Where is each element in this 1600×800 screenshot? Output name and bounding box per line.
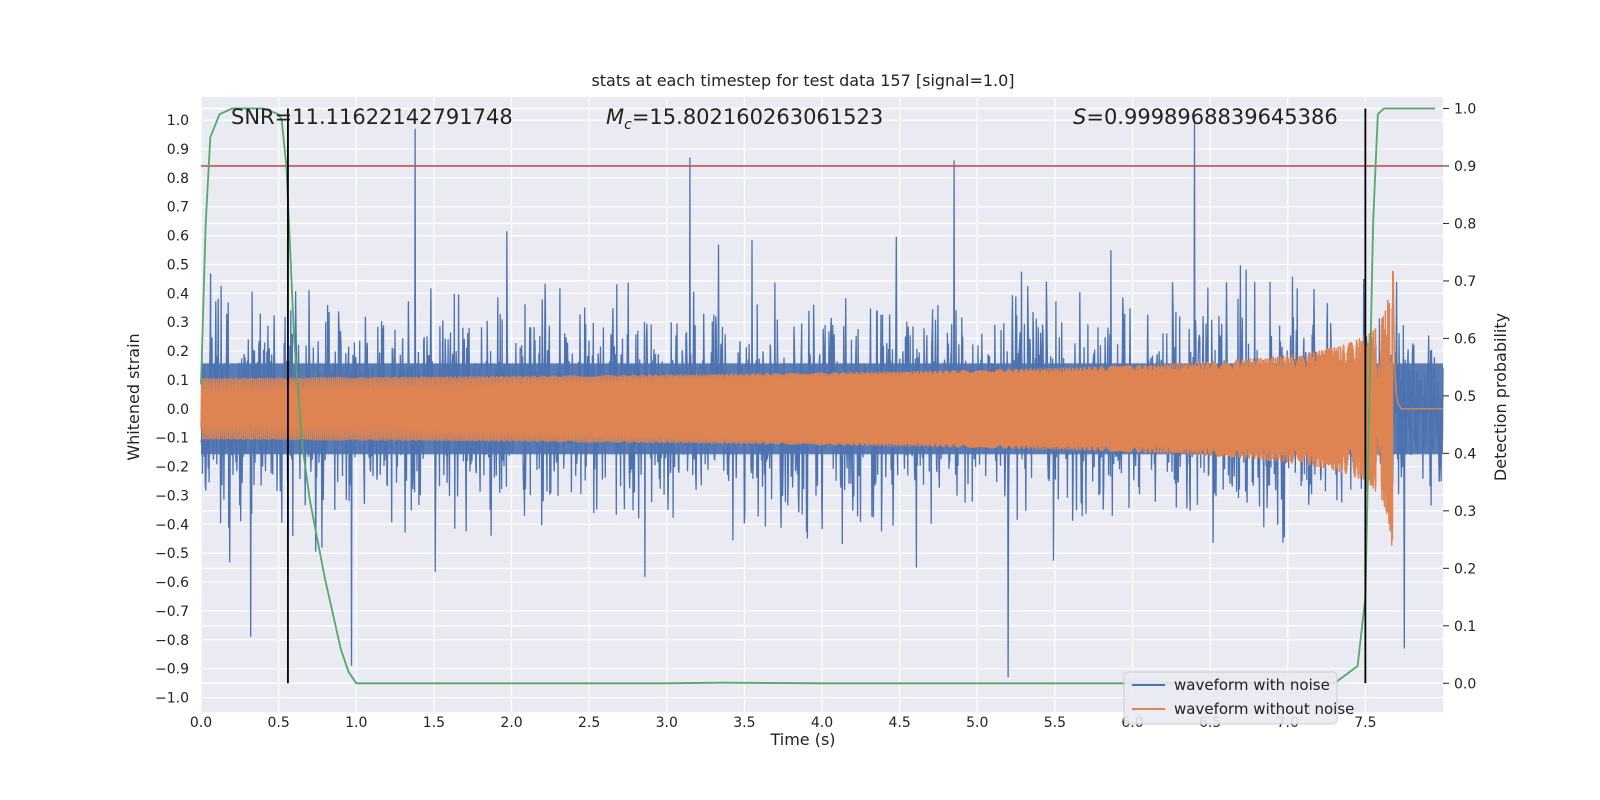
y-left-tick-label: 1.0 [167, 113, 189, 129]
x-tick-label: 2.5 [578, 715, 600, 731]
y-left-tick-label: 0.9 [167, 142, 189, 158]
y-left-tick-label: −0.4 [155, 517, 189, 533]
y-left-tick-label: −0.7 [155, 604, 189, 620]
y-right-tick-label: 0.7 [1454, 274, 1476, 290]
x-tick-label: 3.5 [733, 715, 755, 731]
legend-label-noise: waveform with noise [1174, 676, 1330, 694]
y-left-tick-label: −0.8 [155, 633, 189, 649]
y-left-tick-label: 0.7 [167, 200, 189, 216]
y-left-tick-label: −0.9 [155, 662, 189, 678]
y-axis-left-label: Whitened strain [124, 333, 143, 460]
x-tick-label: 4.0 [811, 715, 833, 731]
y-axis-right-ticks: 1.0 0.9 0.8 0.7 0.6 0.5 0.4 0.3 0.2 0.1 0.0 [1443, 101, 1476, 692]
y-left-tick-label: 0.4 [167, 286, 189, 302]
x-tick-label: 5.5 [1044, 715, 1066, 731]
y-right-tick-label: 0.1 [1454, 619, 1476, 635]
snr-annotation: SNR=11.11622142791748 [231, 105, 513, 129]
y-right-tick-label: 0.6 [1454, 331, 1476, 347]
series-waveform-without-noise [200, 270, 1443, 546]
chirp-waveform-path [200, 270, 1443, 546]
x-tick-label: 5.0 [966, 715, 988, 731]
y-left-tick-label: 0.6 [167, 229, 189, 245]
y-axis-right-label: Detection probability [1491, 313, 1510, 481]
x-tick-label: 1.5 [423, 715, 445, 731]
legend: waveform with noise waveform without noi… [1123, 671, 1354, 725]
y-right-tick-label: 0.2 [1454, 561, 1476, 577]
x-tick-label: 2.0 [500, 715, 522, 731]
chirp-mass-annotation: Mc=15.802160263061523 [606, 105, 883, 133]
y-right-tick-label: 0.8 [1454, 216, 1476, 232]
x-tick-label: 1.0 [345, 715, 367, 731]
y-left-tick-label: −0.1 [155, 431, 189, 447]
y-left-tick-label: −0.6 [155, 575, 189, 591]
x-tick-label: 0.5 [267, 715, 289, 731]
y-left-tick-label: −0.2 [155, 460, 189, 476]
y-left-tick-label: −0.5 [155, 546, 189, 562]
detection-score-annotation: S=0.9998968839645386 [1073, 105, 1338, 129]
detection-probability-path [200, 107, 1436, 685]
y-left-tick-label: −1.0 [155, 691, 189, 707]
y-right-tick-label: 0.0 [1454, 676, 1476, 692]
x-tick-label: 0.0 [190, 715, 212, 731]
y-left-tick-label: 0.8 [167, 171, 189, 187]
x-tick-label: 3.0 [656, 715, 678, 731]
vertical-markers [287, 108, 1367, 684]
y-right-tick-label: 0.5 [1454, 389, 1476, 405]
y-right-tick-label: 1.0 [1454, 101, 1476, 117]
y-left-tick-label: 0.2 [167, 344, 189, 360]
x-tick-label: 7.5 [1354, 715, 1376, 731]
y-right-tick-label: 0.4 [1454, 446, 1476, 462]
chart-title: stats at each timestep for test data 157… [591, 71, 1014, 90]
y-right-tick-label: 0.3 [1454, 504, 1476, 520]
y-right-tick-label: 0.9 [1454, 159, 1476, 175]
y-left-tick-label: 0.1 [167, 373, 189, 389]
x-tick-label: 4.5 [888, 715, 910, 731]
series-detection-probability [200, 107, 1436, 685]
y-axis-left-ticks: 1.0 0.9 0.8 0.7 0.6 0.5 0.4 0.3 0.2 0.1 0.0 −0.1 −0.… [155, 113, 189, 706]
y-left-tick-label: 0.3 [167, 315, 189, 331]
y-left-tick-label: −0.3 [155, 488, 189, 504]
legend-label-clean: waveform without noise [1174, 700, 1354, 718]
x-axis-label: Time (s) [769, 730, 835, 749]
y-left-tick-label: 0.5 [167, 257, 189, 273]
y-left-tick-label: 0.0 [167, 402, 189, 418]
